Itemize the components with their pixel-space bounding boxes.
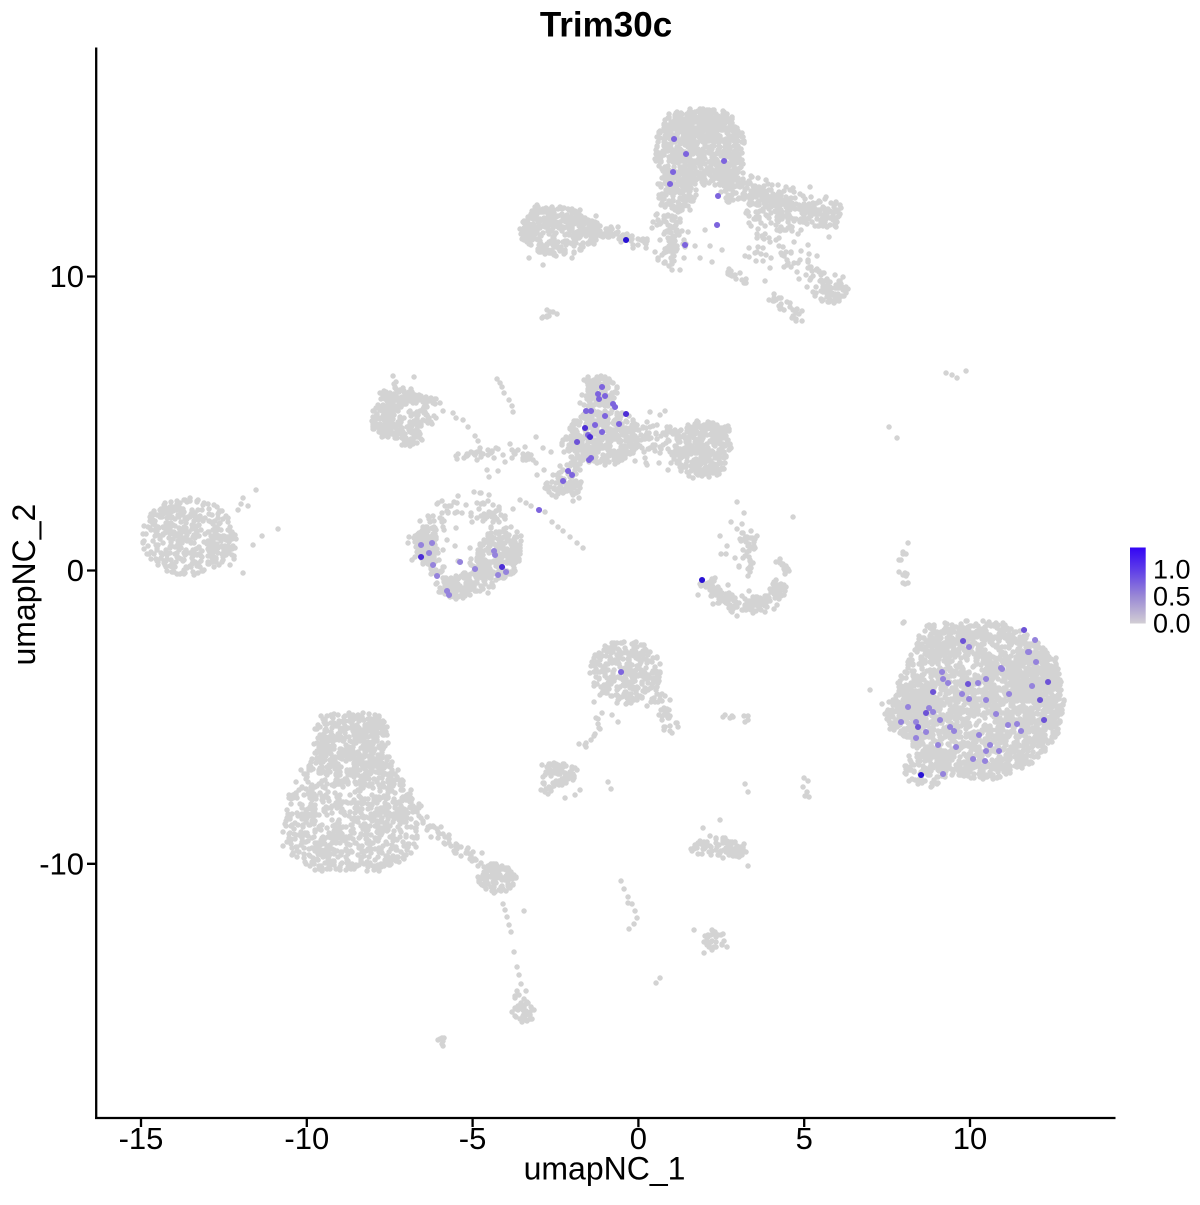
svg-text:-10: -10 bbox=[284, 1121, 329, 1156]
svg-text:umapNC_2: umapNC_2 bbox=[6, 504, 42, 666]
svg-text:10: 10 bbox=[953, 1121, 987, 1156]
svg-text:5: 5 bbox=[796, 1121, 813, 1156]
svg-text:0: 0 bbox=[67, 553, 84, 588]
svg-text:0.0: 0.0 bbox=[1153, 609, 1191, 639]
svg-text:-10: -10 bbox=[39, 846, 84, 881]
svg-text:10: 10 bbox=[50, 259, 84, 294]
svg-text:0.5: 0.5 bbox=[1153, 582, 1191, 612]
svg-text:Trim30c: Trim30c bbox=[540, 6, 672, 45]
svg-text:-5: -5 bbox=[459, 1121, 487, 1156]
svg-text:0: 0 bbox=[630, 1121, 647, 1156]
svg-text:-15: -15 bbox=[119, 1121, 164, 1156]
svg-text:umapNC_1: umapNC_1 bbox=[524, 1151, 686, 1187]
svg-text:1.0: 1.0 bbox=[1153, 554, 1191, 584]
